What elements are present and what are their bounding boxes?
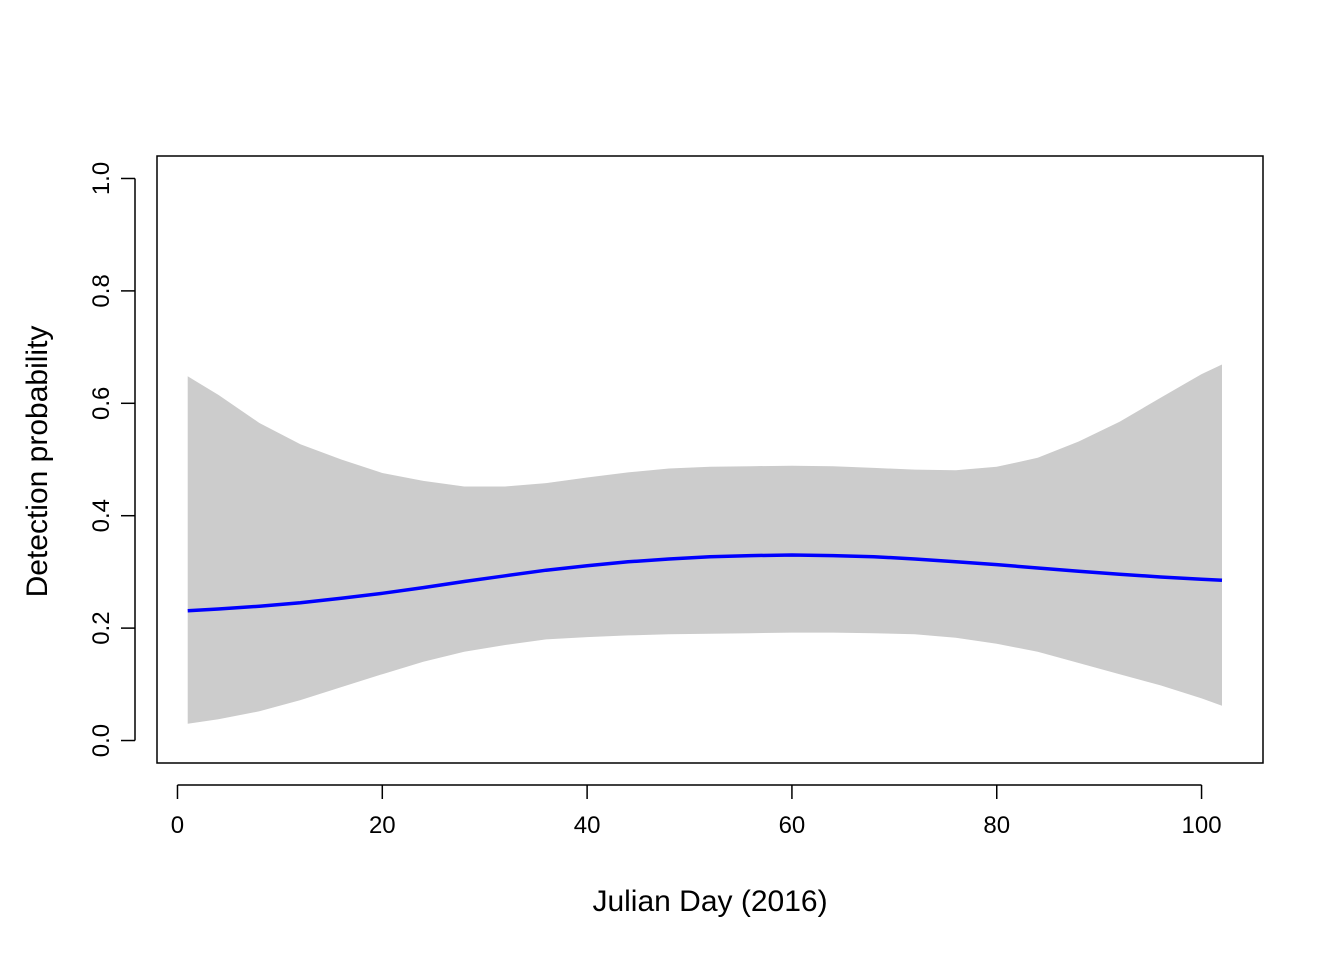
y-tick-label: 0.6 (88, 387, 115, 420)
y-tick-label: 0.0 (88, 724, 115, 757)
x-tick-label: 20 (369, 812, 396, 839)
plot-frame (156, 155, 1264, 764)
y-axis: 0.0 0.2 0.4 0.6 0.8 1.0 (88, 162, 136, 757)
y-tick-label: 0.2 (88, 611, 115, 644)
confidence-band (187, 364, 1223, 724)
x-tick-label: 0 (171, 812, 184, 839)
x-tick-label: 40 (574, 812, 601, 839)
x-axis-title: Julian Day (2016) (592, 885, 827, 918)
y-tick-label: 0.4 (88, 499, 115, 532)
x-tick-label: 100 (1182, 812, 1222, 839)
x-tick-label: 60 (779, 812, 806, 839)
y-tick-label: 0.8 (88, 274, 115, 307)
y-axis-title: Detection probability (21, 326, 54, 598)
plot-area (187, 364, 1223, 724)
x-axis: 0 20 40 60 80 100 (171, 784, 1222, 839)
y-tick-label: 1.0 (88, 162, 115, 195)
series-line (187, 553, 1223, 613)
x-tick-label: 80 (983, 812, 1010, 839)
